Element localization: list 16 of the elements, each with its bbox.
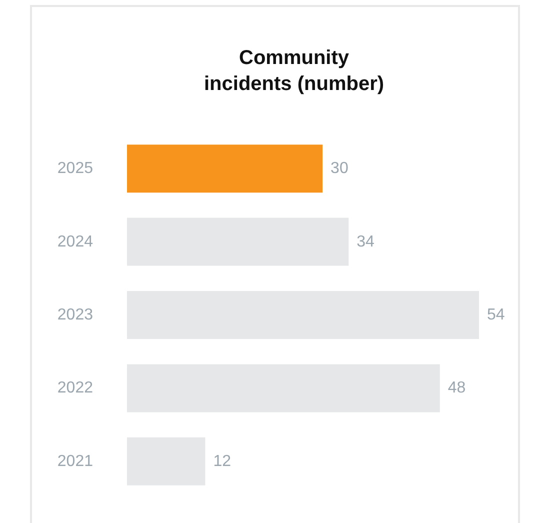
y-tick-label: 2025 (57, 160, 94, 178)
data-label: 30 (330, 160, 348, 178)
chart-title: Community incidents (number) (204, 47, 384, 95)
bar (127, 364, 440, 412)
data-label: 48 (448, 380, 466, 397)
bar (127, 218, 349, 266)
y-tick-label: 2024 (57, 233, 94, 250)
data-label: 34 (356, 233, 375, 250)
bar (127, 437, 206, 486)
bar (127, 144, 323, 193)
y-tick-label: 2021 (57, 452, 94, 470)
data-label: 12 (213, 452, 232, 470)
data-label: 54 (487, 306, 505, 324)
bar (127, 291, 479, 339)
y-tick-label: 2022 (57, 380, 94, 397)
y-tick-label: 2023 (57, 306, 94, 324)
